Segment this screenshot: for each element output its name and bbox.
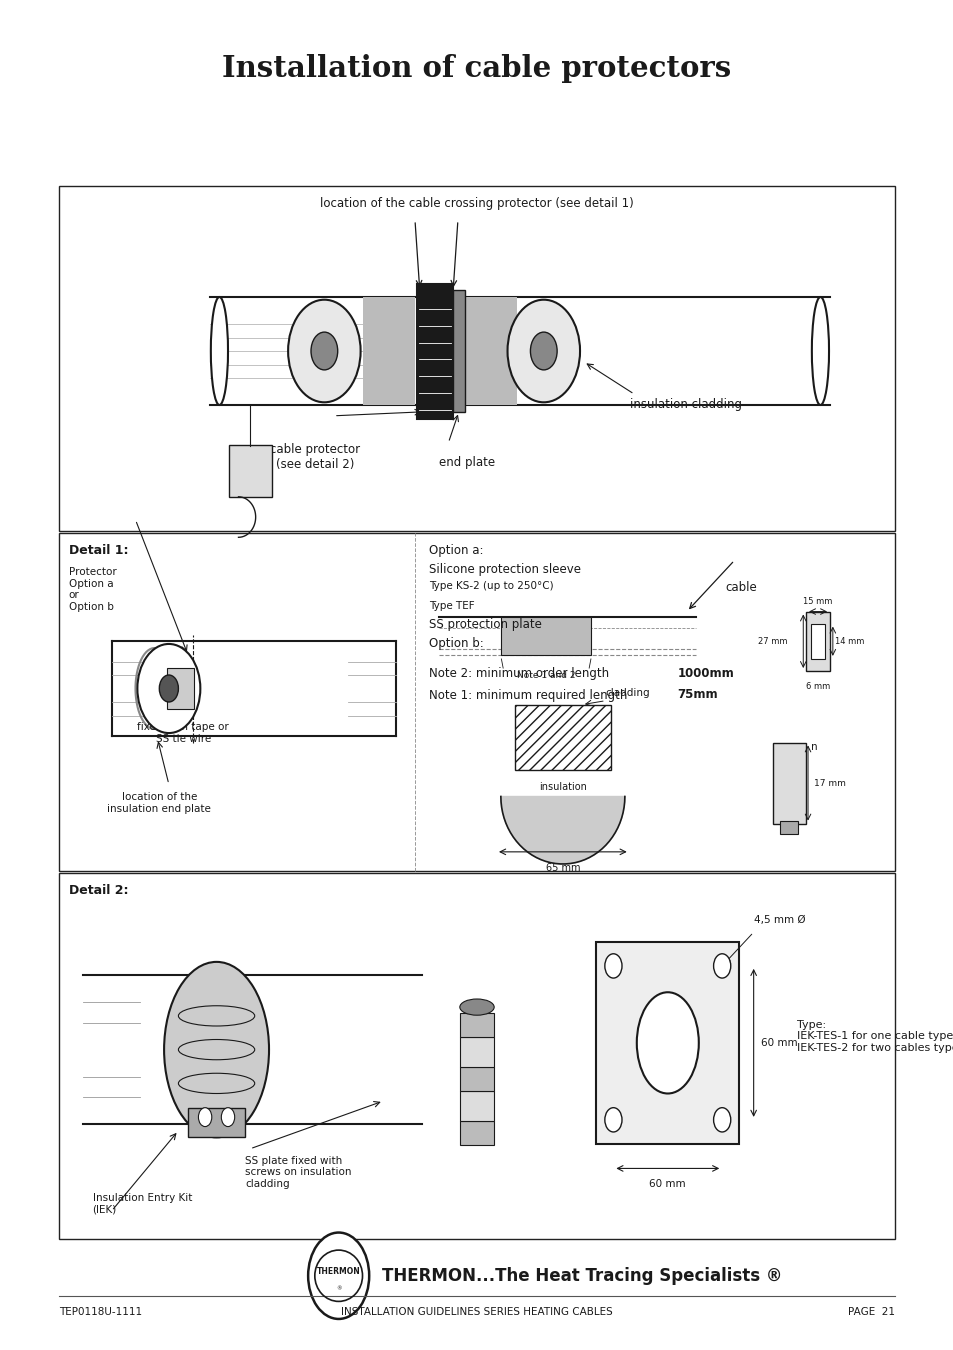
Text: 65 mm: 65 mm xyxy=(545,863,579,872)
Bar xyxy=(805,612,829,671)
Text: insulation cladding: insulation cladding xyxy=(629,398,740,412)
Ellipse shape xyxy=(811,297,828,405)
Text: TEP0118U-1111: TEP0118U-1111 xyxy=(59,1307,142,1316)
Text: cladding: cladding xyxy=(605,688,650,698)
Text: 27 mm: 27 mm xyxy=(757,637,786,645)
Bar xyxy=(59,873,894,1239)
Ellipse shape xyxy=(164,961,269,1137)
Circle shape xyxy=(604,953,621,977)
Text: THERMON: THERMON xyxy=(316,1268,360,1276)
Bar xyxy=(500,617,591,655)
Text: 75mm: 75mm xyxy=(677,688,718,702)
Circle shape xyxy=(604,1107,621,1131)
Circle shape xyxy=(713,953,730,977)
Text: INSTALLATION GUIDELINES SERIES HEATING CABLES: INSTALLATION GUIDELINES SERIES HEATING C… xyxy=(341,1307,612,1316)
Bar xyxy=(515,705,610,770)
Text: ®: ® xyxy=(335,1287,341,1292)
Text: 60 mm: 60 mm xyxy=(649,1180,685,1189)
Bar xyxy=(459,1120,494,1145)
Polygon shape xyxy=(500,796,624,864)
Bar xyxy=(453,290,464,412)
Text: location of the
insulation end plate: location of the insulation end plate xyxy=(108,792,211,814)
Text: THERMON...The Heat Tracing Specialists ®: THERMON...The Heat Tracing Specialists ® xyxy=(381,1266,781,1285)
Text: SS plate fixed with
screws on insulation
cladding: SS plate fixed with screws on insulation… xyxy=(245,1156,352,1189)
Text: fixed with tape or
SS tie wire: fixed with tape or SS tie wire xyxy=(137,722,229,744)
Text: Type TEF: Type TEF xyxy=(429,601,475,610)
Text: SS protection plate: SS protection plate xyxy=(429,618,541,632)
Circle shape xyxy=(159,675,178,702)
Bar xyxy=(362,297,415,405)
Text: Installation of cable protectors: Installation of cable protectors xyxy=(222,54,731,82)
Text: end plate: end plate xyxy=(438,456,495,470)
Text: Detail 2:: Detail 2: xyxy=(69,884,128,898)
Bar xyxy=(780,821,798,834)
Text: Insulation Entry Kit
(IEK): Insulation Entry Kit (IEK) xyxy=(92,1193,192,1215)
Bar xyxy=(459,1066,494,1091)
Bar xyxy=(416,284,453,418)
Bar xyxy=(59,186,894,531)
Bar xyxy=(772,743,805,824)
Text: Option b:: Option b: xyxy=(429,637,483,651)
Circle shape xyxy=(530,332,557,370)
Text: Silicone protection sleeve: Silicone protection sleeve xyxy=(429,563,580,576)
Circle shape xyxy=(308,1233,369,1319)
Text: Type:
IEK-TES-1 for one cable type TES
IEK-TES-2 for two cables type TES: Type: IEK-TES-1 for one cable type TES I… xyxy=(796,1019,953,1053)
Circle shape xyxy=(198,1107,212,1126)
Text: Note 2: minimum order length: Note 2: minimum order length xyxy=(429,667,609,680)
Text: cable protector
(see detail 2): cable protector (see detail 2) xyxy=(270,443,359,471)
Text: cable: cable xyxy=(724,580,756,594)
Text: Note 1: minimum required length: Note 1: minimum required length xyxy=(429,688,627,702)
Circle shape xyxy=(713,1107,730,1131)
Text: PAGE  21: PAGE 21 xyxy=(847,1307,894,1316)
Text: insulation: insulation xyxy=(538,782,586,792)
Circle shape xyxy=(288,300,360,402)
Text: n: n xyxy=(810,743,817,752)
Bar xyxy=(59,533,894,871)
Text: 6 mm: 6 mm xyxy=(805,682,829,691)
Text: location of the cable crossing protector (see detail 1): location of the cable crossing protector… xyxy=(320,197,633,211)
Bar xyxy=(459,1037,494,1066)
Text: 17 mm: 17 mm xyxy=(813,779,844,787)
Text: Note 1 and 2: Note 1 and 2 xyxy=(517,671,575,680)
Text: Type KS-2 (up to 250°C): Type KS-2 (up to 250°C) xyxy=(429,580,554,590)
Text: 14 mm: 14 mm xyxy=(834,637,863,645)
Text: 4,5 mm Ø: 4,5 mm Ø xyxy=(753,915,804,926)
Text: 1000mm: 1000mm xyxy=(677,667,733,680)
Bar xyxy=(167,668,193,709)
Text: 15 mm: 15 mm xyxy=(802,597,832,606)
Text: Detail 1:: Detail 1: xyxy=(69,544,128,558)
Bar xyxy=(596,942,739,1143)
Ellipse shape xyxy=(459,999,494,1015)
Bar xyxy=(464,297,517,405)
Circle shape xyxy=(507,300,579,402)
Bar xyxy=(188,1107,245,1137)
Bar xyxy=(459,1012,494,1037)
Text: 60 mm: 60 mm xyxy=(760,1038,797,1048)
Text: Protector
Option a
or
Option b: Protector Option a or Option b xyxy=(69,567,116,612)
Circle shape xyxy=(311,332,337,370)
Bar xyxy=(810,624,824,659)
Circle shape xyxy=(221,1107,234,1126)
Ellipse shape xyxy=(211,297,228,405)
Bar xyxy=(229,446,272,497)
Text: Option a:: Option a: xyxy=(429,544,483,558)
Bar xyxy=(459,1091,494,1120)
Circle shape xyxy=(137,644,200,733)
Ellipse shape xyxy=(636,992,698,1094)
